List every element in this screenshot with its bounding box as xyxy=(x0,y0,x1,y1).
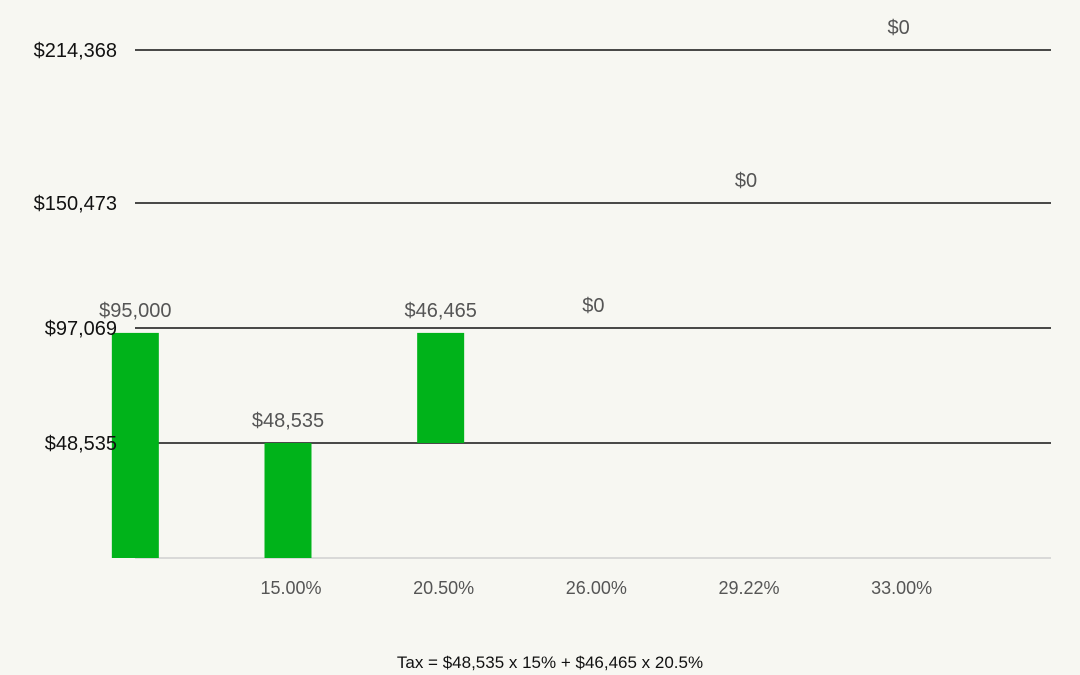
data-label: $0 xyxy=(888,17,910,39)
bar-15.00% xyxy=(264,443,312,558)
bars xyxy=(111,332,465,558)
bar-total xyxy=(111,332,159,558)
data-label: $46,465 xyxy=(405,300,477,322)
data-label: $0 xyxy=(582,295,604,317)
y-tick-label: $214,368 xyxy=(34,40,117,62)
x-axis-tick-labels: 15.00% 20.50% 26.00% 29.22% 33.00% xyxy=(260,578,932,598)
x-tick-label: 20.50% xyxy=(413,578,474,598)
x-tick-label: 29.22% xyxy=(718,578,779,598)
y-axis-tick-labels: $48,535 $97,069 $150,473 $214,368 xyxy=(34,40,117,455)
bar-20.50% xyxy=(417,332,465,443)
y-tick-label: $150,473 xyxy=(34,193,117,215)
data-label: $95,000 xyxy=(99,300,171,322)
tax-formula-annotation: Tax = $48,535 x 15% + $46,465 x 20.5% xyxy=(397,653,703,672)
y-tick-label: $48,535 xyxy=(45,433,117,455)
data-label: $0 xyxy=(735,170,757,192)
data-labels: $95,000 $48,535 $46,465 $0 $0 $0 xyxy=(99,17,910,432)
data-label: $48,535 xyxy=(252,410,324,432)
x-tick-label: 26.00% xyxy=(566,578,627,598)
x-tick-label: 15.00% xyxy=(260,578,321,598)
y-tick-label: $97,069 xyxy=(45,318,117,340)
x-tick-label: 33.00% xyxy=(871,578,932,598)
